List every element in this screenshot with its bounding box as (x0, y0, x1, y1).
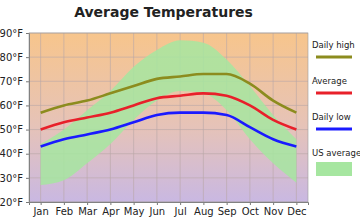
axis-line (30, 203, 309, 206)
tick: Nov (264, 202, 284, 217)
chart: Average Temperatures 20°F 30°F 40°F 50°F 60°F… (0, 0, 360, 220)
tick-mark (26, 130, 29, 131)
line (41, 74, 297, 113)
tick: 40°F (0, 148, 29, 159)
marks (41, 40, 297, 185)
tick-mark (26, 178, 29, 179)
tick-label: 30°F (0, 173, 23, 184)
tick-label: May (124, 206, 145, 217)
tick-label: 60°F (0, 100, 23, 111)
tick-label: 80°F (0, 52, 23, 63)
grid (29, 33, 308, 202)
tick-label: Aug (194, 206, 214, 217)
line (41, 113, 297, 147)
legend-label: US average (312, 148, 360, 158)
tick: 80°F (0, 52, 29, 63)
plot-background (29, 33, 308, 202)
line (41, 93, 297, 129)
y-axis: 20°F 30°F 40°F 50°F 60°F 70°F 80°F 90°F (0, 28, 30, 208)
tick-mark (250, 202, 251, 205)
tick-label: Jan (32, 206, 48, 217)
tick-mark (64, 202, 65, 205)
tick-label: Feb (56, 206, 74, 217)
tick-mark (180, 202, 181, 205)
tick-label: Jun (149, 206, 166, 217)
tick-label: Oct (242, 206, 259, 217)
tick-label: 50°F (0, 124, 23, 135)
tick: 70°F (0, 76, 29, 87)
tick-label: Apr (102, 206, 120, 217)
title: Average Temperatures (74, 4, 253, 20)
plot-frame (29, 33, 308, 202)
tick-label: Sep (218, 206, 237, 217)
tick-mark (296, 202, 297, 205)
plot: 20°F 30°F 40°F 50°F 60°F 70°F 80°F 90°F Jan Feb Ma… (0, 28, 309, 217)
tick-label: Mar (78, 206, 98, 217)
tick: Jun (149, 202, 166, 217)
area-band (41, 40, 297, 185)
grid-line (29, 177, 308, 178)
legend-label: Daily high (312, 40, 355, 50)
tick-label: 40°F (0, 148, 23, 159)
tick: Jul (174, 202, 187, 217)
tick-label: 70°F (0, 76, 23, 87)
tick-mark (110, 202, 111, 205)
tick: 20°F (0, 197, 29, 208)
tick-mark (26, 33, 29, 34)
grid-line (226, 33, 227, 202)
legend-label: Daily low (312, 112, 351, 122)
tick: Oct (242, 202, 259, 217)
tick: 30°F (0, 173, 29, 184)
tick-mark (26, 81, 29, 82)
tick: Aug (194, 202, 214, 217)
tick: Dec (287, 202, 306, 217)
tick-label: Jul (174, 206, 187, 217)
legend-label: Average (312, 76, 347, 86)
tick-mark (273, 202, 274, 205)
tick-mark (203, 202, 204, 205)
tick: 90°F (0, 28, 29, 39)
tick-label: Dec (287, 206, 306, 217)
tick-label: 20°F (0, 197, 23, 208)
tick-label: Nov (264, 206, 284, 217)
tick: Mar (78, 202, 98, 217)
tick-mark (41, 202, 42, 205)
legend-swatch (316, 92, 352, 95)
tick-mark (87, 202, 88, 205)
tick: Sep (218, 202, 237, 217)
tick-mark (26, 154, 29, 155)
tick: Jan (32, 202, 48, 217)
tick-label: 90°F (0, 28, 23, 39)
tick-mark (26, 105, 29, 106)
tick-mark (227, 202, 228, 205)
tick-mark (26, 202, 29, 203)
legend-swatch (316, 56, 352, 59)
tick-mark (26, 57, 29, 58)
tick-mark (157, 202, 158, 205)
tick: Feb (56, 202, 74, 217)
legend-swatch (316, 128, 352, 131)
tick: May (124, 202, 145, 217)
tick-mark (134, 202, 135, 205)
legend: Daily high Average Daily low US average (312, 40, 360, 176)
tick: 50°F (0, 124, 29, 135)
tick: Apr (102, 202, 120, 217)
tick: 60°F (0, 100, 29, 111)
x-axis: Jan Feb Mar Apr May Jun Jul Aug Sep Oct NovDec (30, 202, 309, 217)
legend-swatch (316, 162, 352, 176)
